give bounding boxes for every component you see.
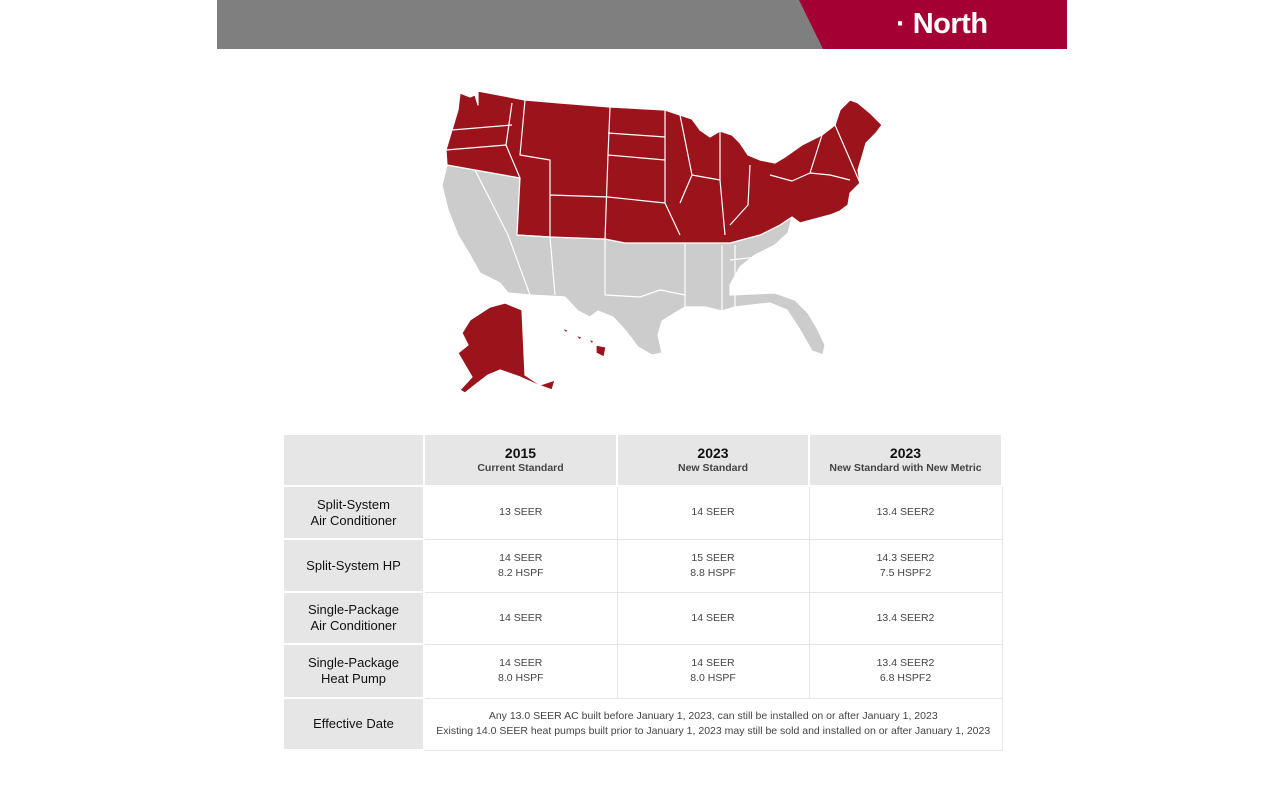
map-south-borders: [474, 169, 776, 311]
map-alaska: [457, 302, 556, 394]
map-hawaii: [561, 327, 607, 358]
cell-value: 14 SEER: [499, 611, 543, 624]
column-label: Current Standard: [477, 462, 564, 474]
table-cell: 14 SEER: [616, 485, 810, 540]
table-cell: 13.4 SEER2: [808, 591, 1003, 645]
table-row: Split-System HP 14 SEER 8.2 HSPF 15 SEER…: [282, 538, 1003, 593]
column-year: 2015: [504, 445, 537, 461]
column-header-2023-new-metric: 2023 New Standard with New Metric: [808, 433, 1003, 487]
region-banner: [799, 0, 1067, 49]
cell-value: 14 SEER: [691, 506, 735, 519]
table-cell: 13.4 SEER2: [808, 485, 1003, 540]
cell-value: 8.0 HSPF: [497, 672, 544, 684]
row-label-line: Air Conditioner: [310, 618, 397, 633]
cell-value: 13 SEER: [499, 506, 543, 519]
effective-note: Existing 14.0 SEER heat pumps built prio…: [436, 725, 991, 737]
cell-value: 14 SEER: [691, 657, 735, 669]
us-region-map: [430, 85, 890, 405]
table-cell: 14 SEER 8.0 HSPF: [616, 643, 810, 699]
row-label-line: Single-Package: [307, 602, 400, 617]
cell-value: 13.4 SEER2: [876, 506, 935, 519]
cell-value: 14 SEER: [691, 611, 735, 624]
table-cell: 14 SEER: [423, 591, 618, 645]
cell-value: 13.4 SEER2: [876, 611, 935, 624]
table-cell: 14 SEER 8.0 HSPF: [423, 643, 618, 699]
table-cell: 13 SEER: [423, 485, 618, 540]
region-title: · North: [896, 8, 988, 40]
cell-value: 8.2 HSPF: [497, 566, 544, 579]
column-label: New Standard: [677, 462, 748, 474]
column-header-2015: 2015 Current Standard: [423, 433, 618, 487]
row-label-line: Air Conditioner: [310, 512, 397, 528]
table-cell: 14 SEER: [616, 591, 810, 645]
effective-date-notes: Any 13.0 SEER AC built before January 1,…: [423, 697, 1003, 751]
column-year: 2023: [889, 445, 922, 461]
row-header-split-system-ac: Split-System Air Conditioner: [282, 485, 425, 540]
efficiency-standards-table: 2015 Current Standard 2023 New Standard …: [282, 433, 1003, 751]
column-header-2023: 2023 New Standard: [616, 433, 810, 487]
cell-value: 14 SEER: [499, 551, 543, 564]
column-year: 2023: [697, 445, 729, 461]
effective-note: Any 13.0 SEER AC built before January 1,…: [488, 710, 938, 722]
table-header-row: 2015 Current Standard 2023 New Standard …: [282, 433, 1003, 487]
cell-value: 6.8 HSPF2: [879, 672, 932, 684]
table-corner-cell: [282, 433, 425, 487]
cell-value: 15 SEER: [691, 551, 735, 564]
map-state-borders: [445, 99, 861, 240]
row-header-split-system-hp: Split-System HP: [282, 538, 425, 593]
cell-value: 13.4 SEER2: [876, 657, 935, 669]
table-row: Single-Package Heat Pump 14 SEER 8.0 HSP…: [282, 643, 1003, 699]
cell-value: 14 SEER: [499, 657, 543, 669]
row-label-line: Split-System HP: [306, 557, 401, 573]
table-cell: 15 SEER 8.8 HSPF: [616, 538, 810, 593]
cell-value: 8.8 HSPF: [690, 566, 736, 579]
table-cell: 14 SEER 8.2 HSPF: [423, 538, 618, 593]
column-label: New Standard with New Metric: [829, 462, 982, 474]
table-row-effective-date: Effective Date Any 13.0 SEER AC built be…: [282, 697, 1003, 751]
row-label-line: Heat Pump: [320, 671, 387, 686]
table-cell: 14.3 SEER2 7.5 HSPF2: [808, 538, 1003, 593]
table-cell: 13.4 SEER2 6.8 HSPF2: [808, 643, 1003, 699]
table-row: Single-Package Air Conditioner 14 SEER 1…: [282, 591, 1003, 645]
row-header-single-package-hp: Single-Package Heat Pump: [282, 643, 425, 699]
table-row: Split-System Air Conditioner 13 SEER 14 …: [282, 485, 1003, 540]
cell-value: 14.3 SEER2: [876, 551, 935, 564]
row-label-line: Split-System: [317, 496, 390, 512]
cell-value: 8.0 HSPF: [690, 672, 736, 684]
row-label-line: Single-Package: [307, 655, 400, 670]
row-header-single-package-ac: Single-Package Air Conditioner: [282, 591, 425, 645]
row-header-effective-date: Effective Date: [282, 697, 425, 751]
cell-value: 7.5 HSPF2: [879, 566, 932, 579]
